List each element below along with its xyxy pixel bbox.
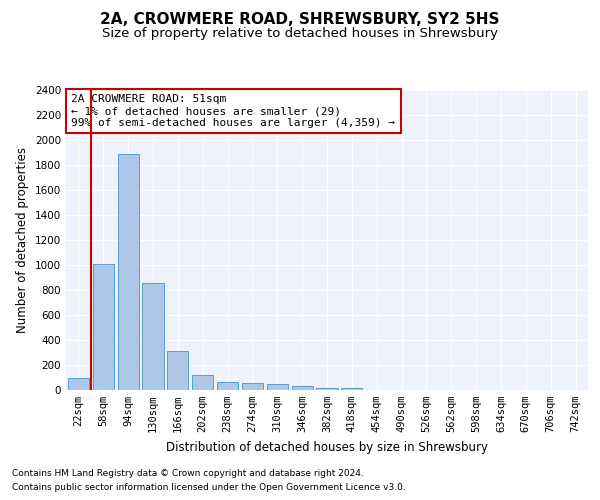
X-axis label: Distribution of detached houses by size in Shrewsbury: Distribution of detached houses by size … [166, 440, 488, 454]
Text: 2A, CROWMERE ROAD, SHREWSBURY, SY2 5HS: 2A, CROWMERE ROAD, SHREWSBURY, SY2 5HS [100, 12, 500, 28]
Bar [217, 382, 238, 390]
Text: Contains HM Land Registry data © Crown copyright and database right 2024.: Contains HM Land Registry data © Crown c… [12, 468, 364, 477]
Text: Contains public sector information licensed under the Open Government Licence v3: Contains public sector information licen… [12, 484, 406, 492]
Bar [242, 383, 263, 390]
Text: 2A CROWMERE ROAD: 51sqm
← 1% of detached houses are smaller (29)
99% of semi-det: 2A CROWMERE ROAD: 51sqm ← 1% of detached… [71, 94, 395, 128]
Bar [267, 384, 288, 390]
Bar [118, 154, 139, 390]
Y-axis label: Number of detached properties: Number of detached properties [16, 147, 29, 333]
Bar [142, 282, 164, 390]
Bar [292, 386, 313, 390]
Bar [192, 375, 213, 390]
Bar [93, 264, 114, 390]
Bar [167, 350, 188, 390]
Text: Size of property relative to detached houses in Shrewsbury: Size of property relative to detached ho… [102, 28, 498, 40]
Bar [68, 378, 89, 390]
Bar [316, 388, 338, 390]
Bar [341, 388, 362, 390]
